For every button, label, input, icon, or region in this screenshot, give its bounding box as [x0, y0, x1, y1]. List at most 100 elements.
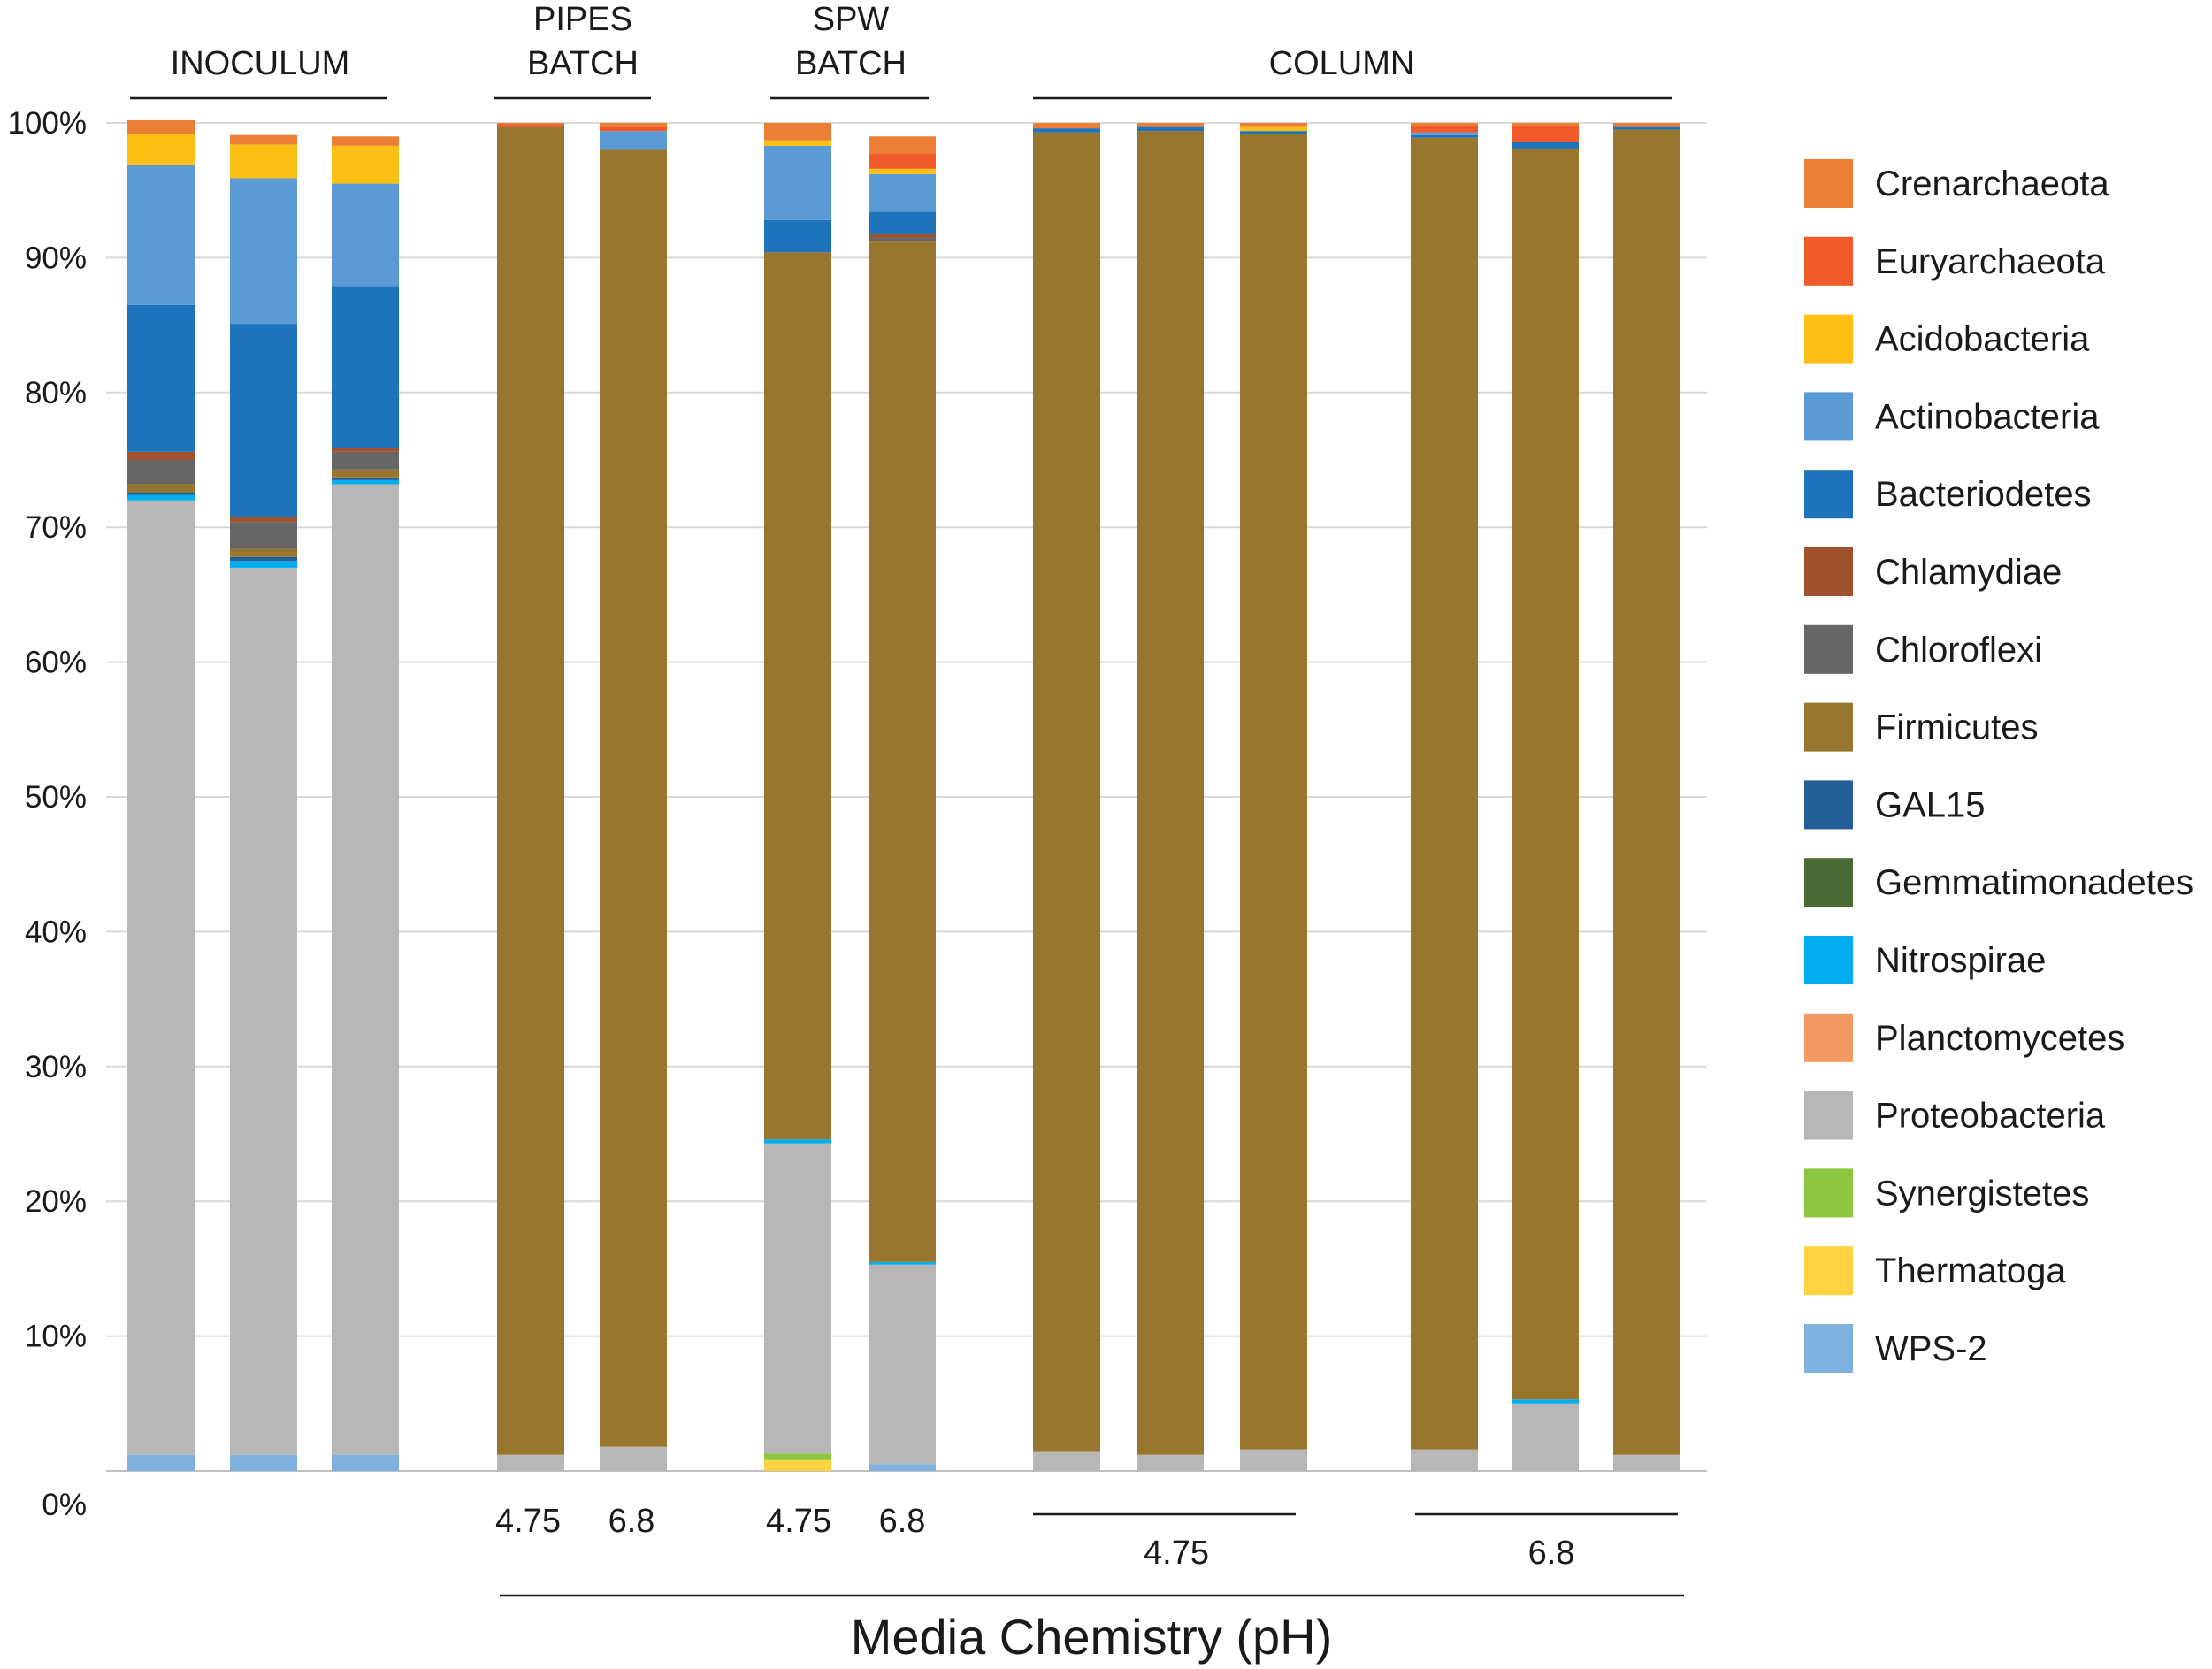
legend-label: Actinobacteria [1875, 397, 2100, 436]
legend-label: Gemmatimonadetes [1875, 863, 2193, 902]
bar-stack [1137, 123, 1204, 1471]
bar-segment-crenarchaeota [230, 134, 297, 145]
legend-item: Actinobacteria [1804, 392, 2100, 441]
bar-segment-proteobacteria [869, 1264, 936, 1465]
legend-swatch [1804, 936, 1853, 984]
legend-label: Chlamydiae [1875, 553, 2062, 592]
group-label-spw-line1: SPW [813, 1, 890, 38]
y-tick-label: 80% [25, 376, 87, 410]
legend-item: WPS-2 [1804, 1324, 1987, 1373]
bar-segment-wps-2 [230, 1454, 297, 1471]
bar-stack [1033, 123, 1100, 1471]
bar-segment-crenarchaeota [1512, 123, 1579, 126]
legend-label: Planctomycetes [1875, 1019, 2124, 1058]
bar-segment-chloroflexi [869, 237, 936, 242]
bars-layer [127, 119, 1680, 1471]
bar-segment-proteobacteria [1613, 1454, 1680, 1471]
legend-label: Acidobacteria [1875, 320, 2090, 359]
legend-swatch [1804, 624, 1853, 674]
bar-segment-acidobacteria [230, 144, 297, 179]
y-axis-ticks: 0% 10% 20% 30% 40% 50% 60% 70% 80% 90% 100% [7, 106, 87, 1522]
legend-swatch [1804, 1168, 1853, 1218]
legend-label: Nitrospirae [1875, 941, 2046, 980]
bar-segment-bacteriodetes [1512, 142, 1579, 149]
bar-segment-proteobacteria [1411, 1449, 1478, 1471]
bar-segment-firmicutes [600, 149, 667, 1447]
legend-swatch [1804, 159, 1853, 208]
bar-stack [764, 123, 831, 1471]
legend-label: Crenarchaeota [1875, 165, 2109, 203]
legend-label: Proteobacteria [1875, 1097, 2106, 1136]
bar-segment-bacteriodetes [1240, 131, 1307, 134]
bar-stack [1613, 123, 1680, 1471]
legend-swatch [1804, 1013, 1853, 1062]
legend-label: Euryarchaeota [1875, 242, 2106, 281]
y-tick-label: 100% [7, 106, 87, 141]
bar-stack [1240, 123, 1307, 1471]
bar-segment-firmicutes [230, 548, 297, 557]
group-label-pipes-line2: BATCH [527, 45, 639, 82]
y-tick-label: 20% [25, 1184, 87, 1219]
ph-label-column-475: 4.75 [1144, 1535, 1209, 1572]
bar-segment-actinobacteria [332, 183, 399, 287]
bar-segment-proteobacteria [332, 484, 399, 1455]
bar-segment-crenarchaeota [497, 123, 564, 125]
bar-segment-euryarchaeota [1411, 126, 1478, 133]
bar-segment-actinobacteria [600, 131, 667, 150]
bar-segment-nitrospirae [764, 1139, 831, 1144]
bar-segment-actinobacteria [230, 178, 297, 325]
bar-segment-nitrospirae [1512, 1399, 1579, 1404]
legend-item: Thermatoga [1804, 1246, 2066, 1296]
bar-segment-proteobacteria [1137, 1454, 1204, 1471]
legend-item: Gemmatimonadetes [1804, 858, 2193, 907]
bar-segment-chlamydiae [127, 451, 195, 460]
bar-segment-firmicutes [1411, 137, 1478, 1450]
legend-swatch [1804, 392, 1853, 441]
legend-swatch [1804, 470, 1853, 519]
bar-segment-crenarchaeota [1137, 123, 1204, 127]
y-tick-label: 0% [42, 1488, 87, 1522]
legend-swatch [1804, 702, 1853, 752]
bar-segment-bacteriodetes [1033, 128, 1100, 133]
legend-swatch [1804, 1091, 1853, 1140]
bar-stack [230, 134, 297, 1471]
bar-segment-crenarchaeota [332, 136, 399, 146]
ph-label-spw-475: 4.75 [766, 1503, 831, 1540]
bar-segment-proteobacteria [230, 567, 297, 1455]
bar-stack [1411, 123, 1478, 1471]
ph-label-spw-68: 6.8 [879, 1503, 926, 1540]
bar-segment-proteobacteria [1240, 1449, 1307, 1471]
ph-label-pipes-475: 4.75 [495, 1503, 561, 1540]
legend-item: Euryarchaeota [1804, 236, 2106, 286]
legend-label: Bacteriodetes [1875, 475, 2092, 514]
legend-swatch [1804, 547, 1853, 596]
legend-item: Firmicutes [1804, 702, 2038, 752]
bar-segment-crenarchaeota [1613, 123, 1680, 127]
group-label-spw-line2: BATCH [795, 45, 907, 82]
legend-swatch [1804, 858, 1853, 907]
legend-item: GAL15 [1804, 780, 1986, 830]
group-headers: INOCULUM PIPES BATCH SPW BATCH COLUMN [130, 1, 1672, 100]
bar-segment-firmicutes [1240, 134, 1307, 1450]
legend-item: Chlamydiae [1804, 547, 2062, 596]
bar-segment-proteobacteria [764, 1143, 831, 1454]
bar-segment-nitrospirae [332, 479, 399, 485]
group-label-inoculum: INOCULUM [171, 45, 350, 82]
bar-segment-wps-2 [332, 1454, 399, 1471]
bar-segment-firmicutes [1137, 131, 1204, 1455]
bar-segment-chloroflexi [127, 460, 195, 485]
legend-label: Firmicutes [1875, 708, 2038, 747]
y-tick-label: 50% [25, 780, 87, 815]
bar-segment-firmicutes [127, 484, 195, 493]
bar-segment-firmicutes [1033, 132, 1100, 1452]
bar-segment-euryarchaeota [869, 154, 936, 169]
legend-swatch [1804, 1324, 1853, 1373]
bar-segment-euryarchaeota [600, 126, 667, 132]
bar-stack [1512, 123, 1579, 1471]
legend-item: Bacteriodetes [1804, 470, 2092, 519]
bar-segment-proteobacteria [1033, 1451, 1100, 1471]
bar-segment-gal15 [127, 492, 195, 495]
bar-segment-bacteriodetes [230, 324, 297, 517]
bar-segment-firmicutes [332, 469, 399, 478]
bar-segment-chlamydiae [332, 448, 399, 452]
